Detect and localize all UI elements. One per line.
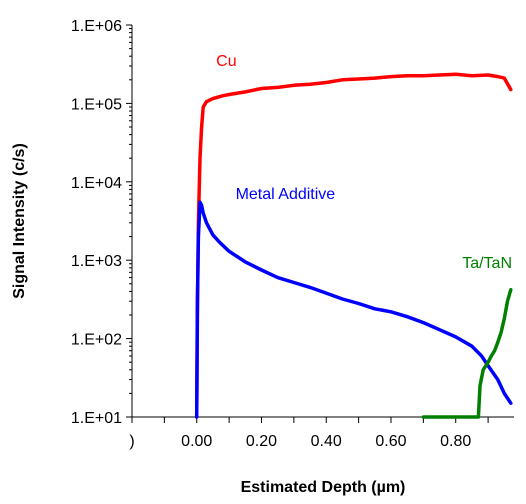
x-tick-label: 0.80 (440, 433, 471, 450)
y-tick-label: 1.E+05 (71, 96, 122, 113)
y-tick-label: 1.E+02 (71, 332, 122, 349)
x-tick-label: 0.20 (246, 433, 277, 450)
y-ticks: 1.E+06 1.E+05 1.E+04 1.E+03 1.E+02 1.E+01 (71, 18, 132, 427)
series-line-metal-additive (194, 200, 513, 419)
x-tick-label: ) (129, 433, 134, 450)
series-line-cu (194, 72, 513, 419)
series-group (194, 72, 513, 419)
y-axis: 1.E+06 1.E+05 1.E+04 1.E+03 1.E+02 1.E+01 (71, 18, 133, 427)
x-ticks: ) 0.00 0.20 0.40 0.60 0.80 (129, 417, 489, 450)
y-axis-title: Signal Intensity (c/s) (11, 143, 28, 299)
y-tick-label: 1.E+01 (71, 410, 122, 427)
annotation-group: Cu Metal Additive Ta/TaN (216, 53, 512, 272)
x-tick-label: 0.00 (181, 433, 212, 450)
series-label: Cu (216, 53, 236, 70)
x-axis-title: Estimated Depth (µm) (241, 479, 406, 496)
series-label: Metal Additive (236, 186, 336, 203)
series-line-ta-tan (421, 287, 513, 419)
x-tick-label: 0.40 (311, 433, 342, 450)
y-tick-label: 1.E+04 (71, 175, 122, 192)
x-axis: ) 0.00 0.20 0.40 0.60 0.80 (129, 416, 514, 450)
x-tick-label: 0.60 (375, 433, 406, 450)
y-tick-label: 1.E+03 (71, 253, 122, 270)
series-label: Ta/TaN (462, 255, 512, 272)
y-tick-label: 1.E+06 (71, 18, 122, 35)
